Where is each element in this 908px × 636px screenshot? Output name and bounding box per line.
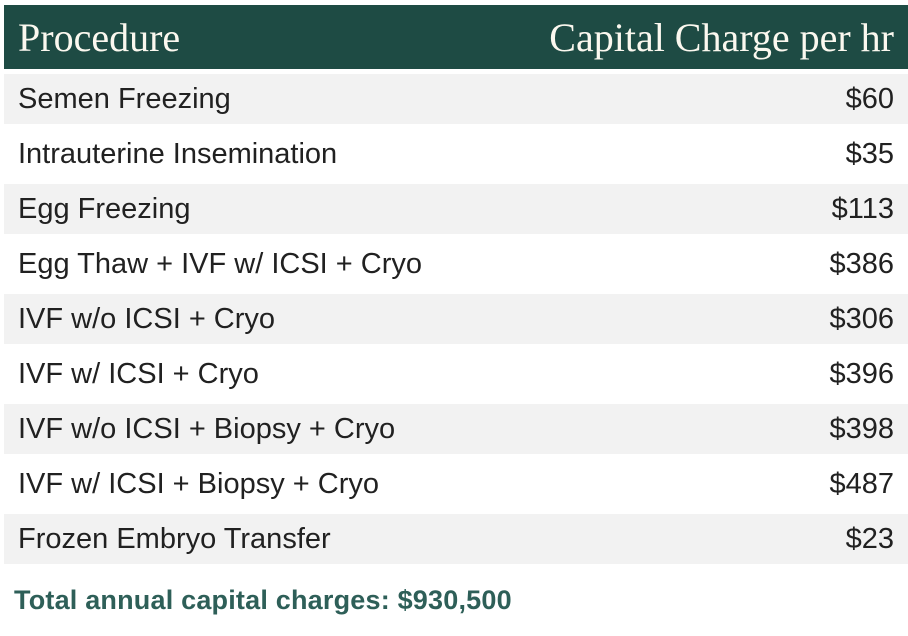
table-header: Procedure Capital Charge per hr <box>4 5 908 69</box>
table-row: Intrauterine Insemination $35 <box>4 129 908 179</box>
charge-cell: $386 <box>489 239 908 289</box>
charge-cell: $306 <box>489 294 908 344</box>
procedure-cell: IVF w/o ICSI + Cryo <box>4 294 490 344</box>
charge-cell: $113 <box>489 184 908 234</box>
procedure-cell: IVF w/o ICSI + Biopsy + Cryo <box>4 404 490 454</box>
capital-charges-table: Procedure Capital Charge per hr Semen Fr… <box>4 0 908 569</box>
charge-cell: $23 <box>489 514 908 564</box>
procedure-cell: Egg Freezing <box>4 184 490 234</box>
header-row: Procedure Capital Charge per hr <box>4 5 908 69</box>
procedure-cell: Frozen Embryo Transfer <box>4 514 490 564</box>
table-row: IVF w/o ICSI + Biopsy + Cryo $398 <box>4 404 908 454</box>
procedure-cell: Egg Thaw + IVF w/ ICSI + Cryo <box>4 239 490 289</box>
procedure-cell: IVF w/ ICSI + Cryo <box>4 349 490 399</box>
table-row: Egg Freezing $113 <box>4 184 908 234</box>
procedure-cell: IVF w/ ICSI + Biopsy + Cryo <box>4 459 490 509</box>
table-row: Frozen Embryo Transfer $23 <box>4 514 908 564</box>
charge-cell: $398 <box>489 404 908 454</box>
table-row: IVF w/o ICSI + Cryo $306 <box>4 294 908 344</box>
table-row: IVF w/ ICSI + Biopsy + Cryo $487 <box>4 459 908 509</box>
table-row: IVF w/ ICSI + Cryo $396 <box>4 349 908 399</box>
table-row: Egg Thaw + IVF w/ ICSI + Cryo $386 <box>4 239 908 289</box>
total-annual-capital-charges: Total annual capital charges: $930,500 <box>14 585 512 615</box>
charge-cell: $396 <box>489 349 908 399</box>
charge-cell: $60 <box>489 74 908 124</box>
charge-cell: $35 <box>489 129 908 179</box>
procedure-cell: Intrauterine Insemination <box>4 129 490 179</box>
charge-cell: $487 <box>489 459 908 509</box>
procedure-cell: Semen Freezing <box>4 74 490 124</box>
column-header-procedure: Procedure <box>4 5 490 69</box>
table-row: Semen Freezing $60 <box>4 74 908 124</box>
column-header-charge: Capital Charge per hr <box>489 5 908 69</box>
table-body: Semen Freezing $60 Intrauterine Insemina… <box>4 74 908 564</box>
